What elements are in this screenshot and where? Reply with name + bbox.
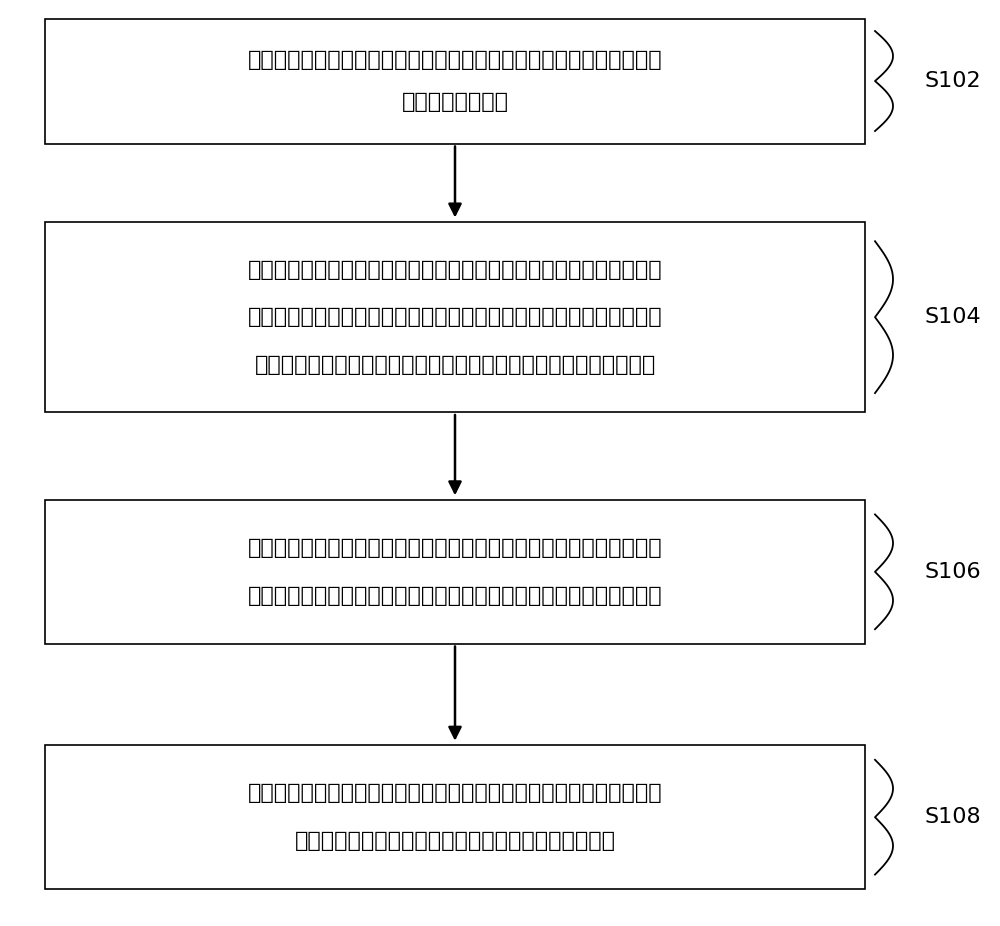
Bar	[45, 19, 865, 144]
Text: 集目标待调试板中触控按键未被触摸时，与触控按键对应的触摸按键通: 集目标待调试板中触控按键未被触摸时，与触控按键对应的触摸按键通	[248, 307, 662, 327]
Bar	[45, 500, 865, 644]
Text: 向调试服务器发送第一指令，以指示调试服务器在收到第一指令后，采: 向调试服务器发送第一指令，以指示调试服务器在收到第一指令后，采	[248, 259, 662, 280]
Text: 集目标待调试板中触控按键被触摸时，触摸按键通道中的第二实时数据: 集目标待调试板中触控按键被触摸时，触摸按键通道中的第二实时数据	[248, 586, 662, 606]
Text: 待调试板进行连接: 待调试板进行连接	[402, 92, 509, 112]
Text: 道中的第一实时数据，其中，第一实时数据包括基线数据和环境噪声: 道中的第一实时数据，其中，第一实时数据包括基线数据和环境噪声	[254, 355, 656, 375]
Text: 在接收到调试服务器发送的第一实时数据及第二实时数据后，根据基线: 在接收到调试服务器发送的第一实时数据及第二实时数据后，根据基线	[248, 783, 662, 803]
Text: 数据和环境噪声以及第二实时数据对触控按键进行调试: 数据和环境噪声以及第二实时数据对触控按键进行调试	[294, 832, 616, 851]
Bar	[45, 222, 865, 412]
Text: S108: S108	[925, 807, 982, 827]
Text: S104: S104	[925, 307, 982, 327]
Text: S106: S106	[925, 562, 982, 582]
Text: 在检测到目标待调试板处于上电状态的情况下，通过调试服务器与目标: 在检测到目标待调试板处于上电状态的情况下，通过调试服务器与目标	[248, 50, 662, 70]
Bar	[45, 745, 865, 889]
Text: S102: S102	[925, 71, 982, 91]
Text: 向调试服务器发送第二指令，以指示调试服务器在收到第二指令后，采: 向调试服务器发送第二指令，以指示调试服务器在收到第二指令后，采	[248, 538, 662, 557]
